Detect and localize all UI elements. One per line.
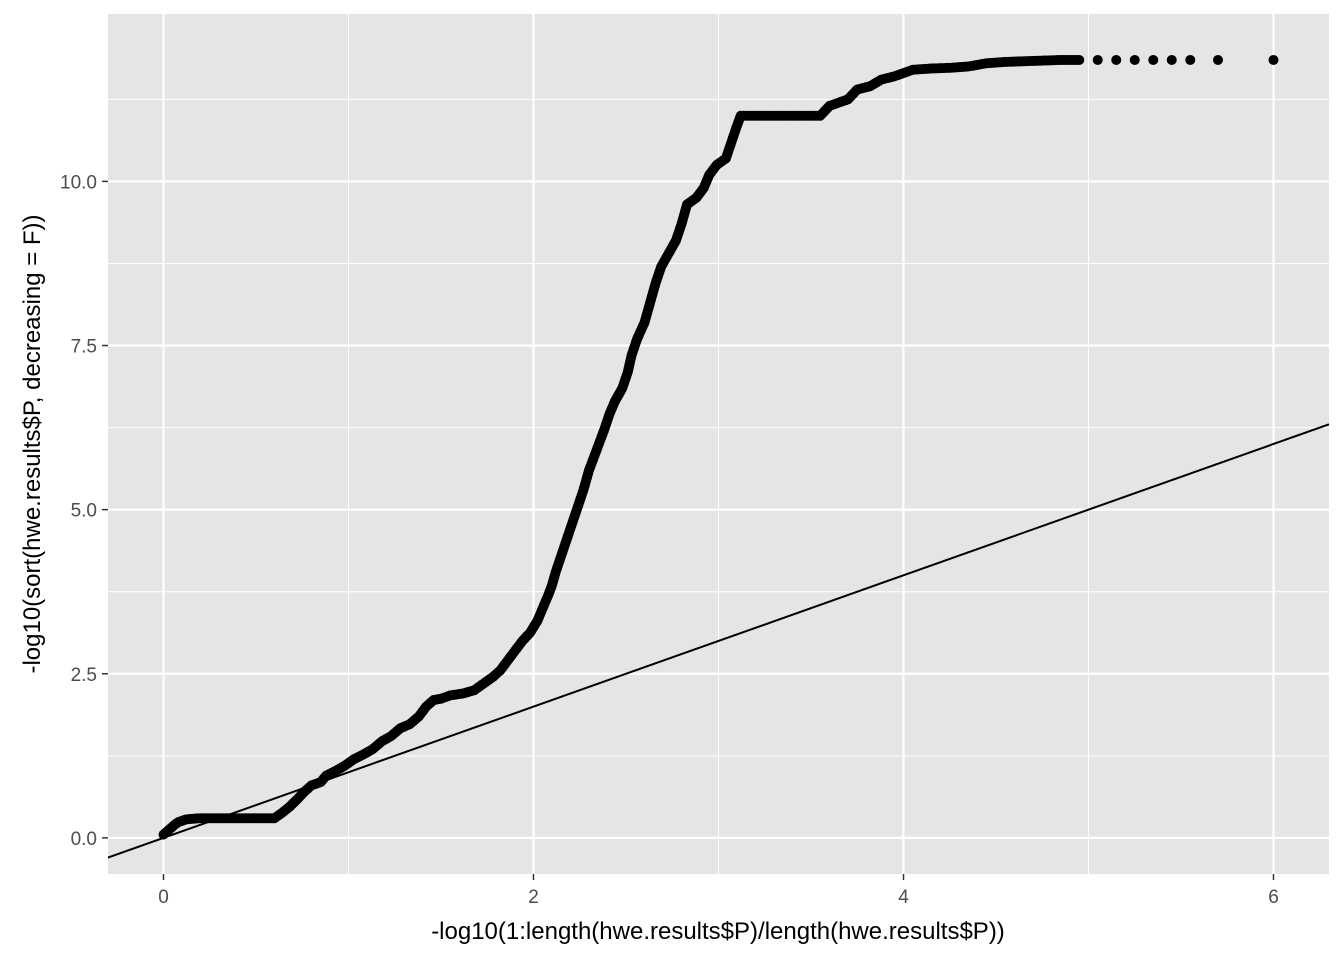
x-tick-label: 4 <box>898 887 909 908</box>
x-axis-title: -log10(1:length(hwe.results$P)/length(hw… <box>431 918 1005 945</box>
data-points <box>158 54 1279 840</box>
x-tick-label: 0 <box>158 887 169 908</box>
x-tick-label: 2 <box>528 887 539 908</box>
y-tick-label: 5.0 <box>71 501 97 522</box>
y-tick-label: 2.5 <box>71 665 97 686</box>
y-tick-label: 10.0 <box>60 172 97 193</box>
data-point <box>1129 54 1140 65</box>
data-point <box>1268 54 1279 65</box>
data-point <box>1074 54 1085 65</box>
data-point <box>1166 54 1177 65</box>
major-grid <box>108 14 1329 874</box>
y-axis-title: -log10(sort(hwe.results$P, decreasing = … <box>19 214 46 673</box>
data-point <box>1111 54 1122 65</box>
data-point <box>1213 54 1223 65</box>
y-tick-label: 7.5 <box>71 337 97 358</box>
data-point <box>1092 54 1103 65</box>
y-tick-label: 0.0 <box>71 829 97 850</box>
x-axis: 0 2 4 6 <box>158 874 1279 908</box>
x-tick-label: 6 <box>1268 887 1279 908</box>
minor-grid <box>108 14 1329 874</box>
data-point <box>1148 54 1159 65</box>
y-axis: 0.0 2.5 5.0 7.5 10.0 <box>60 172 108 850</box>
data-point <box>1185 54 1196 65</box>
